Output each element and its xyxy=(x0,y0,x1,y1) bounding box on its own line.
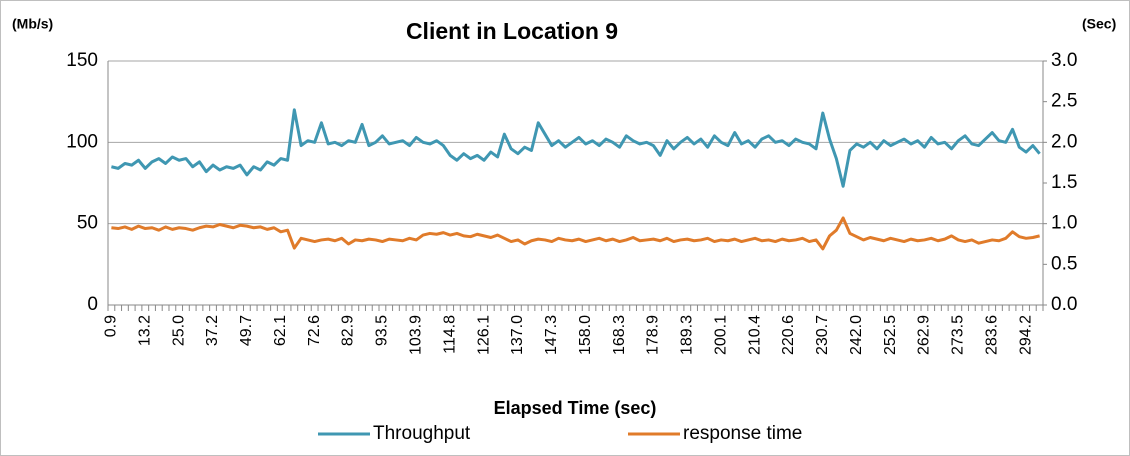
x-tick-label: 147.3 xyxy=(543,315,560,355)
y-tick-label: 50 xyxy=(77,213,98,234)
series-line xyxy=(111,216,1040,251)
x-tick-label: 252.5 xyxy=(882,315,899,355)
legend-label: response time xyxy=(683,423,802,444)
x-tick-label: 114.8 xyxy=(441,315,458,354)
x-tick-label: 49.7 xyxy=(238,315,255,346)
x-tick-label: 230.7 xyxy=(814,315,831,355)
y2-tick-label: 0.5 xyxy=(1051,253,1077,274)
x-tick-label: 103.9 xyxy=(407,315,424,355)
x-tick-label: 210.4 xyxy=(746,315,763,355)
x-tick-label: 283.6 xyxy=(983,315,1000,355)
y-tick-label: 100 xyxy=(66,131,98,152)
y2-tick-label: 2.0 xyxy=(1051,131,1077,152)
y-tick-label: 150 xyxy=(66,50,98,71)
x-tick-label: 168.3 xyxy=(611,315,628,355)
x-tick-label: 294.2 xyxy=(1017,315,1034,355)
x-tick-label: 93.5 xyxy=(374,315,391,346)
x-tick-label: 126.1 xyxy=(475,315,492,355)
x-tick-label: 273.5 xyxy=(950,315,967,355)
x-tick-label: 189.3 xyxy=(679,315,696,355)
x-tick-label: 25.0 xyxy=(170,315,187,346)
x-tick-label: 72.6 xyxy=(306,315,323,346)
y-tick-label: 0 xyxy=(87,294,98,315)
y-axis-label: (Mb/s) xyxy=(12,16,53,32)
legend-label: Throughput xyxy=(373,423,471,444)
x-tick-label: 242.0 xyxy=(848,315,865,355)
y2-tick-label: 0.0 xyxy=(1051,294,1077,315)
x-tick-label: 37.2 xyxy=(204,315,221,346)
x-tick-label: 262.9 xyxy=(916,315,933,355)
x-tick-label: 0.9 xyxy=(103,315,120,337)
y2-axis-label: (Sec) xyxy=(1082,16,1116,32)
x-tick-label: 137.0 xyxy=(509,315,526,355)
x-tick-label: 62.1 xyxy=(272,315,289,346)
x-tick-label: 200.1 xyxy=(712,315,729,355)
chart-title: Client in Location 9 xyxy=(406,18,618,44)
series-line xyxy=(111,108,1041,188)
x-tick-label: 220.6 xyxy=(780,315,797,355)
y2-tick-label: 1.0 xyxy=(1051,213,1077,234)
x-tick-label: 158.0 xyxy=(577,315,594,355)
x-tick-label: 178.9 xyxy=(645,315,662,355)
y2-tick-label: 2.5 xyxy=(1051,91,1077,112)
x-tick-label: 13.2 xyxy=(136,315,153,346)
y2-tick-label: 3.0 xyxy=(1051,50,1077,71)
x-axis-label: Elapsed Time (sec) xyxy=(494,398,657,418)
x-tick-label: 82.9 xyxy=(340,315,357,346)
y2-tick-label: 1.5 xyxy=(1051,172,1077,193)
